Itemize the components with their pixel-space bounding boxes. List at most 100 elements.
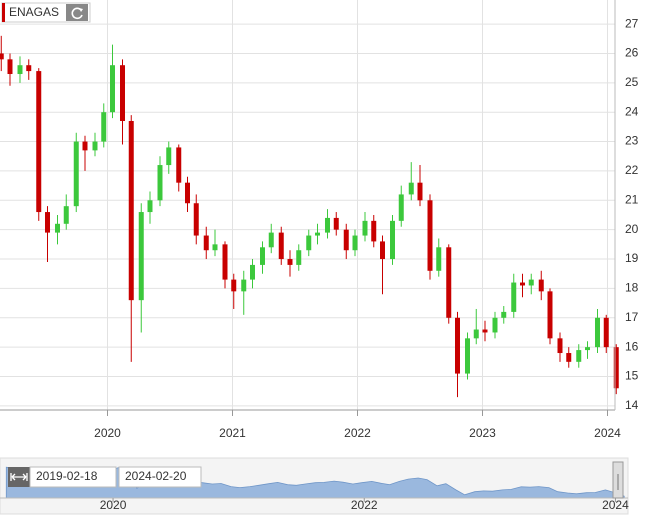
start-date-box[interactable] — [29, 466, 117, 488]
plot-area — [0, 0, 615, 410]
refresh-icon — [71, 7, 83, 20]
candle-body — [465, 338, 470, 374]
y-tick-label: 18 — [625, 281, 639, 295]
candle-body — [398, 194, 404, 221]
x-tick-label: 2023 — [469, 426, 496, 440]
candle-body — [371, 220, 377, 242]
y-tick-label: 21 — [625, 192, 639, 206]
candle-body — [595, 317, 600, 348]
symbol-marker — [2, 3, 5, 22]
candle-body — [528, 279, 534, 286]
refresh-button[interactable] — [66, 4, 88, 21]
y-tick-label: 25 — [625, 75, 639, 89]
candle-body — [55, 223, 60, 233]
x-tick-label: 2020 — [94, 426, 121, 440]
y-tick-label: 16 — [625, 339, 639, 353]
candle-body — [203, 235, 209, 251]
candle-body — [287, 259, 293, 265]
x-tick-label: 2022 — [344, 426, 371, 440]
candle-body — [511, 282, 517, 312]
range-icon — [10, 473, 28, 481]
candle-body — [436, 247, 442, 271]
candle-body — [613, 347, 619, 389]
candle-body — [260, 247, 265, 265]
candle-body — [7, 59, 13, 75]
y-tick-label: 22 — [625, 163, 639, 177]
candle-body — [231, 279, 237, 292]
candle-body — [82, 141, 88, 151]
candle-body — [157, 165, 163, 201]
candle-body — [278, 232, 284, 260]
candle-body — [547, 291, 553, 339]
candle-body — [408, 182, 414, 195]
candle-body — [380, 241, 385, 260]
candle-body — [296, 250, 302, 265]
navigator-tick-label: 2020 — [100, 498, 127, 512]
candle-body — [0, 53, 4, 60]
candle-body — [492, 317, 498, 333]
candle-body — [362, 220, 368, 236]
candle-body — [250, 264, 255, 280]
candle-body — [128, 121, 134, 301]
candle-body — [566, 353, 572, 362]
candle-body — [473, 329, 479, 339]
candle-body — [417, 182, 423, 201]
candle-body — [166, 147, 172, 166]
y-tick-label: 17 — [625, 310, 639, 324]
candle-body — [315, 232, 320, 236]
candle-body — [455, 317, 460, 374]
candle-body — [557, 338, 563, 354]
x-tick-label: 2024 — [594, 426, 621, 440]
candle-body — [576, 350, 582, 362]
y-tick-label: 14 — [625, 398, 639, 412]
candle-body — [110, 65, 115, 113]
candle-body — [343, 229, 349, 251]
y-tick-label: 24 — [625, 104, 639, 118]
candle-body — [268, 232, 274, 248]
y-tick-label: 15 — [625, 369, 639, 383]
y-tick-label: 27 — [625, 16, 639, 30]
candle-body — [333, 217, 339, 230]
candle-body — [176, 147, 182, 183]
candle-body — [17, 65, 23, 75]
candle-body — [193, 203, 199, 236]
navigator-tick-label: 2022 — [351, 498, 378, 512]
end-date: 2024-02-20 — [125, 469, 187, 483]
candle-body — [185, 182, 190, 204]
y-tick-label: 20 — [625, 222, 639, 236]
candle-body — [73, 141, 79, 207]
candle-body — [390, 220, 395, 260]
candle-body — [120, 65, 125, 122]
candle-body — [538, 279, 544, 292]
start-date: 2019-02-18 — [36, 469, 98, 483]
navigator-tick-label: 2024 — [602, 498, 629, 512]
y-tick-label: 19 — [625, 251, 639, 265]
candle-body — [520, 282, 525, 286]
candle-body — [482, 329, 488, 333]
candle-body — [212, 244, 218, 251]
candle-body — [36, 71, 42, 213]
candle-body — [501, 311, 507, 318]
y-tick-label: 26 — [625, 46, 639, 60]
candle-body — [222, 244, 228, 280]
candle-body — [446, 247, 452, 318]
y-tick-label: 23 — [625, 134, 639, 148]
candle-body — [147, 200, 153, 213]
candle-body — [585, 347, 590, 351]
candle-body — [63, 206, 69, 224]
candle-body — [306, 235, 312, 251]
candle-body — [427, 200, 433, 271]
chart-title: ENAGAS — [9, 5, 59, 19]
candle-body — [352, 235, 358, 251]
refresh-arrow — [79, 8, 83, 12]
candle-body — [603, 317, 609, 348]
candle-body — [92, 141, 98, 151]
candle-body — [325, 217, 330, 233]
x-tick-label: 2021 — [219, 426, 246, 440]
candle-body — [26, 65, 32, 72]
candle-body — [138, 212, 144, 301]
candle-body — [101, 112, 107, 142]
candle-body — [45, 212, 50, 233]
end-date-box[interactable] — [118, 466, 202, 488]
